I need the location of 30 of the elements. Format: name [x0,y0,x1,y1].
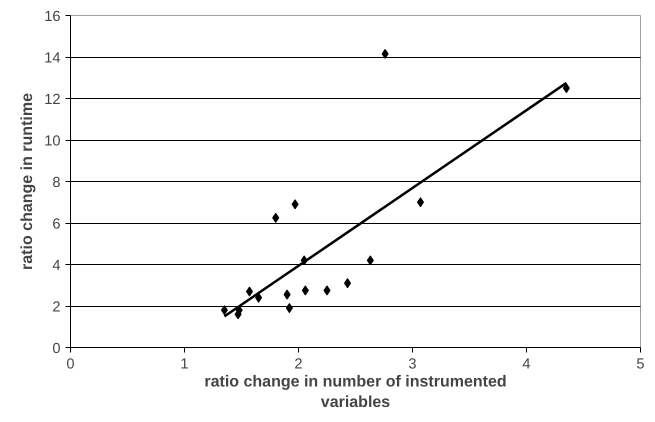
y-tick-label: 8 [52,175,61,191]
point [562,83,570,94]
point [366,255,374,266]
point [416,197,424,208]
x-tick-label: 0 [66,356,75,372]
x-axis-title: ratio change in number of instrumented variables [204,374,507,411]
point [344,278,352,288]
y-tick-label: 14 [44,50,61,66]
point [284,290,291,300]
x-tick-label: 3 [408,356,417,372]
point [255,292,262,303]
y-axis-title: ratio change in runtime [19,92,36,270]
y-tick-label: 4 [52,258,61,274]
y-tick-label: 12 [44,92,61,108]
point [286,303,293,314]
point [302,285,309,296]
y-tick-label: 0 [52,341,61,357]
point [246,286,253,296]
x-tick-label: 1 [180,356,189,372]
x-tick-label: 5 [636,356,645,372]
x-tick-label: 4 [522,356,531,372]
y-tick-label: 16 [44,9,61,25]
point [220,305,228,316]
y-tick-label: 10 [44,134,61,150]
x-tick-label: 2 [294,356,303,372]
y-tick-label: 6 [52,216,61,232]
point [382,48,389,59]
y-tick-label: 2 [52,300,61,316]
point [272,212,280,223]
point [292,199,299,210]
